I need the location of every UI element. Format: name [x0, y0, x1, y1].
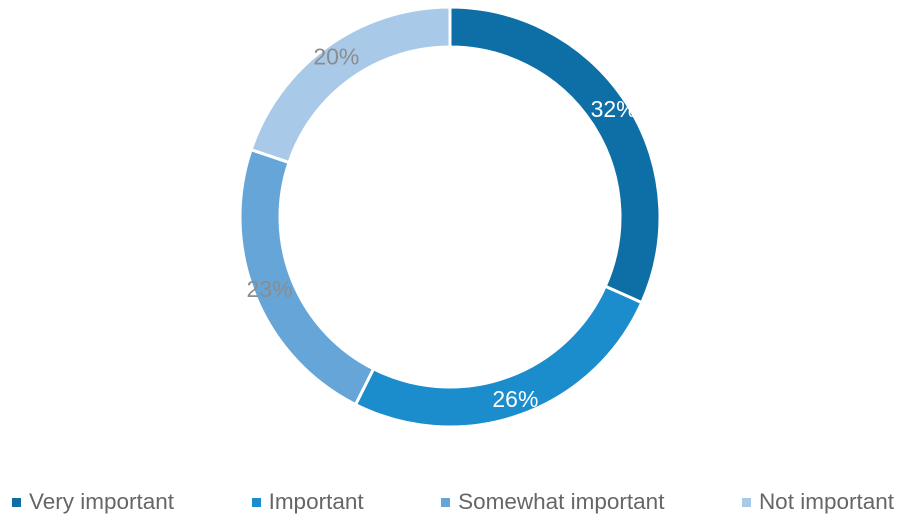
legend-swatch-very-important [12, 497, 21, 507]
data-label-not-important: 20% [313, 44, 359, 70]
legend-label-somewhat-important: Somewhat important [458, 489, 665, 514]
data-label-important: 26% [492, 386, 538, 412]
legend-item-important: Important [251, 489, 364, 515]
legend-swatch-somewhat-important [441, 497, 451, 507]
data-label-somewhat-important: 23% [247, 276, 293, 302]
legend-item-very-important: Very important [12, 489, 174, 515]
chart-legend: Very important Important Somewhat import… [12, 482, 894, 522]
legend-swatch-not-important [741, 497, 751, 507]
legend-item-somewhat-important: Somewhat important [441, 489, 664, 515]
donut-slice-very-important [448, 5, 662, 305]
legend-item-not-important: Not important [741, 489, 894, 515]
legend-swatch-important [251, 497, 261, 507]
donut-chart-svg: 32% 26% 23% 20% [238, 5, 662, 429]
donut-slice-not-important [249, 5, 452, 165]
legend-label-not-important: Not important [758, 489, 894, 514]
legend-label-important: Important [268, 489, 364, 514]
data-label-very-important: 32% [591, 96, 637, 122]
legend-label-very-important: Very important [29, 489, 175, 514]
